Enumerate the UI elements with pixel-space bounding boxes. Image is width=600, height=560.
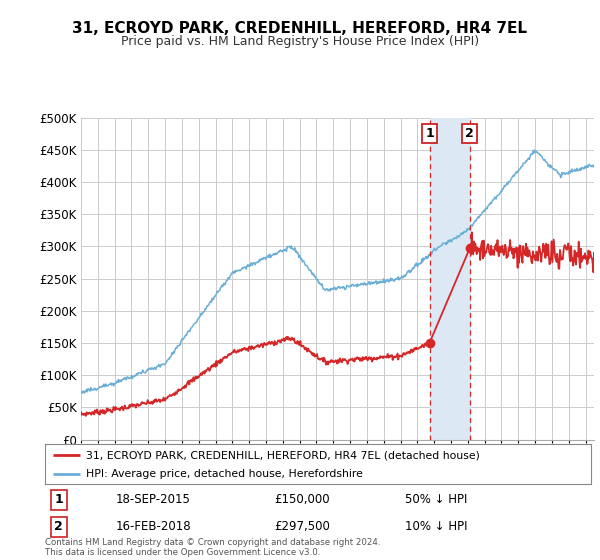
Text: 1: 1 [425,127,434,140]
Text: 2: 2 [466,127,474,140]
Text: £297,500: £297,500 [274,520,330,533]
Text: 31, ECROYD PARK, CREDENHILL, HEREFORD, HR4 7EL (detached house): 31, ECROYD PARK, CREDENHILL, HEREFORD, H… [86,450,480,460]
Text: Price paid vs. HM Land Registry's House Price Index (HPI): Price paid vs. HM Land Registry's House … [121,35,479,48]
Text: HPI: Average price, detached house, Herefordshire: HPI: Average price, detached house, Here… [86,469,363,479]
Text: 16-FEB-2018: 16-FEB-2018 [116,520,191,533]
Text: 50% ↓ HPI: 50% ↓ HPI [406,493,468,506]
Text: Contains HM Land Registry data © Crown copyright and database right 2024.
This d: Contains HM Land Registry data © Crown c… [45,538,380,557]
Text: £150,000: £150,000 [274,493,330,506]
Text: 10% ↓ HPI: 10% ↓ HPI [406,520,468,533]
Bar [430,118,470,440]
Text: 2: 2 [54,520,63,533]
Text: 18-SEP-2015: 18-SEP-2015 [116,493,191,506]
Text: 31, ECROYD PARK, CREDENHILL, HEREFORD, HR4 7EL: 31, ECROYD PARK, CREDENHILL, HEREFORD, H… [73,21,527,36]
Text: 1: 1 [54,493,63,506]
